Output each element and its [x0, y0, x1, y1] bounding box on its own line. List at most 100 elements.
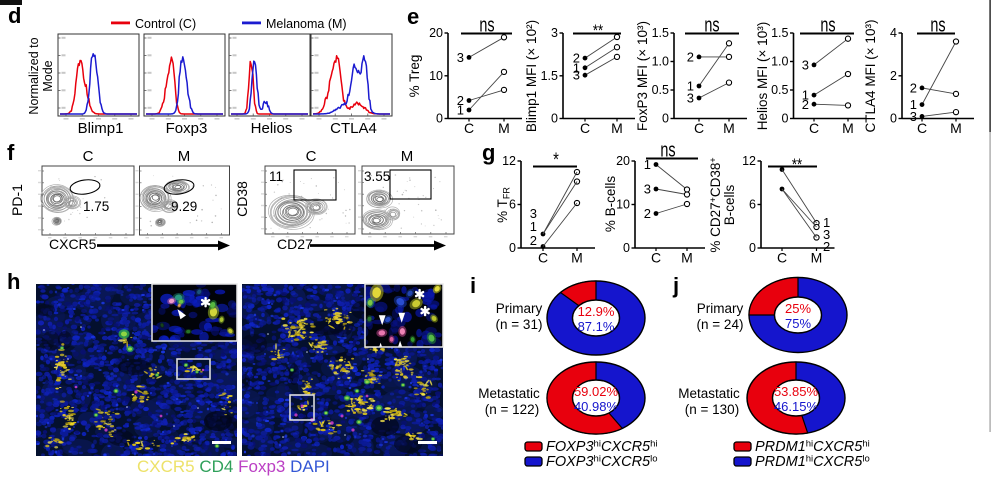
svg-text:1.5: 1.5 [771, 26, 788, 40]
svg-text:C: C [809, 120, 819, 136]
svg-text:M: M [571, 250, 583, 266]
svg-text:3: 3 [910, 109, 917, 124]
svg-text:1: 1 [910, 97, 917, 112]
svg-text:2: 2 [910, 80, 917, 95]
svg-text:20: 20 [616, 154, 630, 168]
svg-text:1: 1 [644, 157, 651, 172]
svg-text:6: 6 [749, 198, 756, 212]
svg-text:M: M [611, 120, 623, 136]
svg-text:ns: ns [479, 13, 494, 36]
svg-text:FOXP3hiCXCR5lo: FOXP3hiCXCR5lo [546, 454, 658, 471]
svg-text:C: C [917, 120, 927, 136]
svg-text:1.75: 1.75 [83, 199, 109, 214]
svg-text:20: 20 [429, 26, 443, 40]
svg-text:12: 12 [502, 154, 516, 168]
svg-text:Metastatic: Metastatic [478, 386, 540, 401]
svg-text:1.0: 1.0 [771, 55, 788, 69]
svg-text:M: M [723, 120, 735, 136]
svg-text:% B-cells: % B-cells [603, 176, 618, 233]
svg-text:M: M [178, 148, 191, 165]
svg-text:1.0: 1.0 [652, 55, 669, 69]
svg-text:Blimp1: Blimp1 [78, 120, 124, 137]
svg-text:3: 3 [457, 50, 464, 65]
svg-text:CD38: CD38 [234, 181, 250, 217]
svg-text:Primary: Primary [496, 301, 543, 316]
svg-text:3: 3 [823, 227, 830, 242]
svg-text:Helios MFI (× 10³): Helios MFI (× 10³) [755, 22, 770, 130]
svg-text:0: 0 [509, 241, 516, 255]
svg-text:(n = 130): (n = 130) [685, 402, 739, 417]
svg-text:g: g [482, 140, 495, 165]
svg-text:2: 2 [802, 97, 809, 112]
svg-text:ns: ns [820, 13, 835, 36]
svg-text:1: 1 [802, 88, 809, 103]
svg-text:3: 3 [551, 26, 558, 40]
svg-text:h: h [7, 269, 20, 294]
svg-text:0: 0 [436, 112, 443, 126]
svg-text:4: 4 [890, 26, 897, 40]
svg-text:Melanoma (M): Melanoma (M) [266, 17, 347, 31]
svg-text:(n = 31): (n = 31) [496, 317, 543, 332]
svg-text:M: M [498, 120, 510, 136]
svg-text:0: 0 [551, 112, 558, 126]
svg-text:e: e [407, 4, 419, 29]
svg-text:Foxp3: Foxp3 [166, 120, 208, 137]
svg-text:40.98%: 40.98% [574, 399, 619, 414]
svg-text:M: M [842, 120, 854, 136]
svg-text:d: d [8, 3, 21, 28]
svg-text:10: 10 [616, 198, 630, 212]
svg-text:Helios: Helios [251, 120, 293, 137]
svg-text:Normalized to: Normalized to [27, 37, 41, 114]
svg-text:12.9%: 12.9% [578, 304, 615, 319]
svg-text:12: 12 [742, 154, 756, 168]
svg-text:ns: ns [660, 138, 675, 161]
svg-text:CTLA4: CTLA4 [330, 120, 377, 137]
svg-text:87.1%: 87.1% [578, 319, 615, 334]
svg-text:ns: ns [930, 13, 945, 36]
svg-text:Primary: Primary [697, 301, 744, 316]
svg-text:Control (C): Control (C) [135, 17, 196, 31]
svg-text:2: 2 [530, 233, 537, 248]
svg-text:M: M [950, 120, 962, 136]
svg-text:C: C [464, 120, 474, 136]
svg-text:**: ** [593, 22, 603, 41]
svg-text:C: C [306, 148, 317, 165]
svg-text:1: 1 [530, 219, 537, 234]
svg-text:CTLA4 MFI (× 10³): CTLA4 MFI (× 10³) [863, 20, 878, 133]
svg-text:FoxP3 MFI (× 10³): FoxP3 MFI (× 10³) [635, 21, 650, 131]
svg-text:C: C [777, 250, 787, 266]
svg-text:C: C [694, 120, 704, 136]
svg-text:% CD27+CD38+: % CD27+CD38+ [708, 157, 723, 252]
svg-text:0: 0 [623, 241, 630, 255]
svg-text:1.5: 1.5 [541, 69, 558, 83]
svg-text:2: 2 [573, 51, 580, 66]
svg-text:*: * [553, 149, 559, 170]
svg-text:0: 0 [662, 112, 669, 126]
svg-text:CXCR5 CD4 Foxp3 DAPI: CXCR5 CD4 Foxp3 DAPI [137, 457, 330, 476]
svg-text:3: 3 [573, 68, 580, 83]
svg-text:C: C [83, 148, 94, 165]
svg-text:3: 3 [644, 182, 651, 197]
svg-text:3: 3 [802, 57, 809, 72]
svg-text:10: 10 [429, 69, 443, 83]
svg-text:PRDM1hiCXCR5lo: PRDM1hiCXCR5lo [755, 454, 870, 471]
svg-text:2: 2 [457, 93, 464, 108]
svg-text:j: j [672, 273, 679, 298]
svg-text:PRDM1hiCXCR5hi: PRDM1hiCXCR5hi [755, 439, 870, 456]
svg-text:53.85%: 53.85% [774, 384, 819, 399]
svg-text:75%: 75% [785, 316, 811, 331]
svg-text:0.5: 0.5 [771, 83, 788, 97]
svg-text:ns: ns [704, 13, 719, 36]
svg-text:2: 2 [644, 206, 651, 221]
svg-text:3: 3 [687, 91, 694, 106]
svg-text:0: 0 [890, 112, 897, 126]
svg-text:Blimp1 MFI (× 10²): Blimp1 MFI (× 10²) [524, 20, 539, 132]
svg-text:0.5: 0.5 [652, 83, 669, 97]
svg-text:M: M [681, 250, 693, 266]
svg-text:1: 1 [573, 60, 580, 75]
svg-text:3: 3 [530, 206, 537, 221]
svg-text:0: 0 [782, 112, 789, 126]
svg-text:% Treg: % Treg [407, 55, 422, 98]
svg-text:B-cells: B-cells [722, 185, 737, 226]
svg-text:M: M [811, 250, 823, 266]
